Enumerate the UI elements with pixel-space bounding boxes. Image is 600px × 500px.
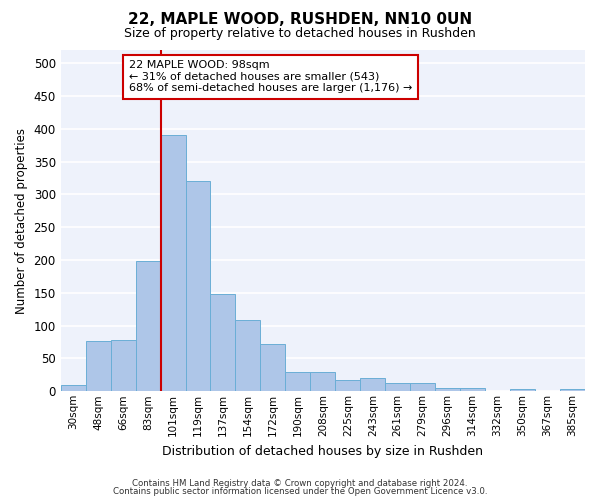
Bar [286, 372, 310, 392]
Text: Size of property relative to detached houses in Rushden: Size of property relative to detached ho… [124, 28, 476, 40]
Bar [61, 384, 86, 392]
Bar [460, 388, 485, 392]
Bar [360, 378, 385, 392]
Bar [185, 182, 211, 392]
Bar [161, 136, 185, 392]
Bar [260, 344, 286, 392]
Bar [510, 390, 535, 392]
Bar [560, 390, 585, 392]
Bar [110, 340, 136, 392]
Bar [335, 380, 360, 392]
X-axis label: Distribution of detached houses by size in Rushden: Distribution of detached houses by size … [163, 444, 484, 458]
Bar [86, 340, 110, 392]
Bar [385, 384, 410, 392]
Bar [410, 384, 435, 392]
Bar [235, 320, 260, 392]
Text: Contains HM Land Registry data © Crown copyright and database right 2024.: Contains HM Land Registry data © Crown c… [132, 478, 468, 488]
Y-axis label: Number of detached properties: Number of detached properties [15, 128, 28, 314]
Bar [211, 294, 235, 392]
Bar [435, 388, 460, 392]
Bar [310, 372, 335, 392]
Bar [136, 262, 161, 392]
Text: Contains public sector information licensed under the Open Government Licence v3: Contains public sector information licen… [113, 487, 487, 496]
Text: 22, MAPLE WOOD, RUSHDEN, NN10 0UN: 22, MAPLE WOOD, RUSHDEN, NN10 0UN [128, 12, 472, 28]
Text: 22 MAPLE WOOD: 98sqm
← 31% of detached houses are smaller (543)
68% of semi-deta: 22 MAPLE WOOD: 98sqm ← 31% of detached h… [129, 60, 412, 94]
